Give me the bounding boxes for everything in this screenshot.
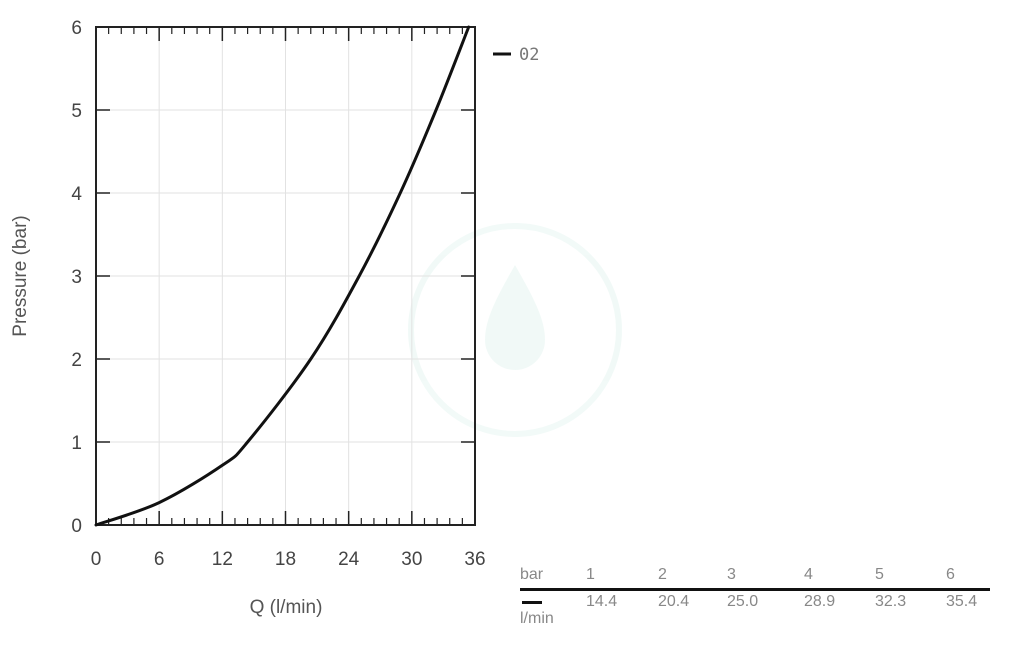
series-swatch <box>522 601 542 604</box>
table-pressure: 2 <box>658 566 667 583</box>
table-flow-row: 14.4 20.4 25.0 28.9 32.3 35.4 <box>520 593 990 615</box>
plot-frame <box>95 26 476 526</box>
x-tick-label: 0 <box>91 549 102 570</box>
table-pressure: 1 <box>586 566 595 583</box>
table-flow: 14.4 <box>586 593 618 610</box>
table-divider <box>520 588 990 591</box>
table-pressure: 5 <box>875 566 884 583</box>
table-flow: 28.9 <box>804 593 836 610</box>
y-tick-label: 3 <box>71 267 82 288</box>
series-line-02 <box>94 25 471 527</box>
table-flow: 25.0 <box>727 593 759 610</box>
y-tick-label: 4 <box>71 184 82 205</box>
x-tick-label: 12 <box>212 549 233 570</box>
y-tick-label: 5 <box>71 101 82 122</box>
table-pressure: 3 <box>727 566 736 583</box>
table-pressure: 4 <box>804 566 813 583</box>
legend-label: 02 <box>519 45 539 65</box>
table-flow: 20.4 <box>658 593 690 610</box>
flow-table: bar 1 2 3 4 5 6 14.4 20.4 25.0 28.9 32.3… <box>520 566 990 627</box>
y-axis-title: Pressure (bar) <box>10 215 31 336</box>
x-tick-label: 36 <box>464 549 485 570</box>
x-axis-title: Q (l/min) <box>250 597 323 618</box>
y-tick-label: 0 <box>71 516 82 537</box>
watermark-logo <box>408 223 622 437</box>
x-tick-label: 6 <box>154 549 165 570</box>
y-tick-label: 2 <box>71 350 82 371</box>
x-tick-label: 24 <box>338 549 360 570</box>
table-header-label: bar <box>520 566 544 583</box>
x-tick-label: 30 <box>401 549 422 570</box>
table-flow: 35.4 <box>946 593 978 610</box>
x-tick-label: 18 <box>275 549 296 570</box>
table-unit-label: l/min <box>520 610 554 627</box>
y-tick-label: 1 <box>71 433 82 454</box>
y-tick-label: 6 <box>71 18 82 39</box>
table-pressure: 6 <box>946 566 955 583</box>
table-header-row: bar 1 2 3 4 5 6 <box>520 566 990 588</box>
table-flow: 32.3 <box>875 593 907 610</box>
